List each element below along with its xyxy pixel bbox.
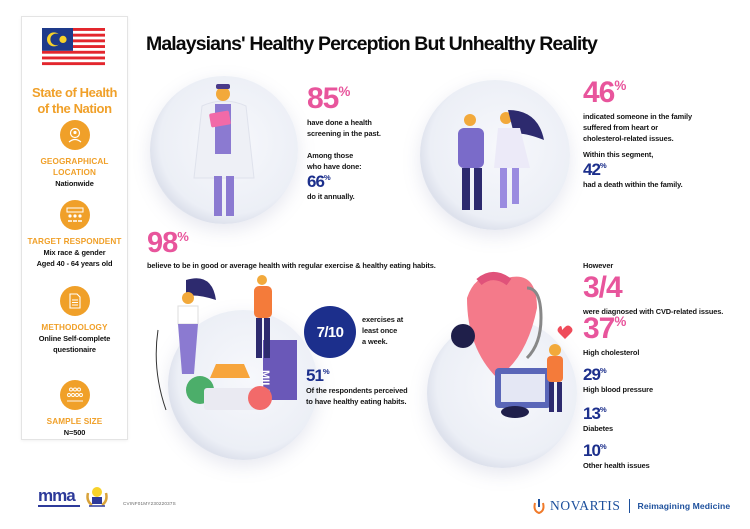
sidebar-card: State of Health of the Nation GEOGRAPHIC… xyxy=(21,16,128,440)
novartis-flame-icon xyxy=(533,499,545,514)
stat-screening-value: 85% xyxy=(307,82,351,115)
novartis-brand: NOVARTIS Reimagining Medicine xyxy=(533,498,730,514)
location-pin-person-icon xyxy=(59,120,90,150)
couple-figure-icon xyxy=(458,110,544,210)
novartis-tagline: Reimagining Medicine xyxy=(637,501,731,511)
stat-death: Within this segment, 42% had a death wit… xyxy=(583,150,683,189)
page-title: Malaysians' Healthy Perception But Unhea… xyxy=(146,33,598,55)
stat-annual-value: 66% xyxy=(307,172,331,191)
stat-screening: 85% have done a health screening in the … xyxy=(307,82,381,139)
stat-cvd-value: 3/4 xyxy=(583,271,623,304)
stat-diabetes: 13% Diabetes xyxy=(583,404,614,433)
stat-other: 10% Other health issues xyxy=(583,441,650,470)
healthy-food-illustration: MILK xyxy=(155,275,318,460)
stat-cvd: However 3/4 were diagnosed with CVD-rela… xyxy=(583,261,724,316)
stat-eating: 51% Of the respondents perceived to have… xyxy=(306,366,408,406)
partner-logos: mma xyxy=(38,485,110,509)
stat-family-value: 46% xyxy=(583,76,627,109)
doctor-figure-icon xyxy=(193,84,255,216)
heart-monitor-icon xyxy=(451,272,573,418)
sidebar-item-location: GEOGRAPHICAL LOCATION Nationwide xyxy=(22,120,127,189)
sidebar-item-respondent: TARGET RESPONDENT Mix race & gender Aged… xyxy=(22,200,127,269)
heart-health-illustration xyxy=(427,272,577,468)
sidebar-item-sample-size: SAMPLE SIZE N=500 xyxy=(22,380,127,438)
food-exercise-figure-icon: MILK xyxy=(155,278,297,411)
man-orange-shirt-icon xyxy=(254,275,272,358)
brand-divider xyxy=(628,499,630,513)
stat-death-value: 42% xyxy=(583,160,607,179)
stat-exercise: exercises at least once a week. xyxy=(362,315,404,346)
stat-perception-value: 98% xyxy=(147,227,189,259)
document-code: CVINF01MY23022037S xyxy=(123,501,176,506)
group-respondents-icon xyxy=(59,200,90,230)
stat-family: 46% indicated someone in the family suff… xyxy=(583,76,693,144)
stat-cholesterol: 37% High cholesterol xyxy=(583,312,640,358)
sidebar-heading: State of Health of the Nation xyxy=(31,85,117,116)
crest-emblem-icon xyxy=(86,487,108,507)
stat-diabetes-value: 13% xyxy=(583,404,607,423)
couple-illustration xyxy=(420,80,570,230)
stat-perception: 98% believe to be in good or average hea… xyxy=(147,227,436,271)
doctor-illustration xyxy=(150,76,298,224)
sidebar-item-methodology: METHODOLOGY Online Self-complete questio… xyxy=(22,286,127,355)
stat-other-value: 10% xyxy=(583,441,607,460)
stat-eating-value: 51% xyxy=(306,366,330,385)
stat-exercise-badge: 7/10 xyxy=(304,306,356,358)
mma-logo: mma xyxy=(38,487,80,507)
malaysia-flag-icon xyxy=(42,28,105,68)
stat-blood-pressure-value: 29% xyxy=(583,365,607,384)
people-sample-icon xyxy=(59,380,90,410)
stat-blood-pressure: 29% High blood pressure xyxy=(583,365,653,394)
novartis-logo-text: NOVARTIS xyxy=(550,498,621,513)
document-checklist-icon xyxy=(59,286,90,316)
stat-cholesterol-value: 37% xyxy=(583,312,627,345)
stat-annual: Among those who have done: 66% do it ann… xyxy=(307,151,362,201)
